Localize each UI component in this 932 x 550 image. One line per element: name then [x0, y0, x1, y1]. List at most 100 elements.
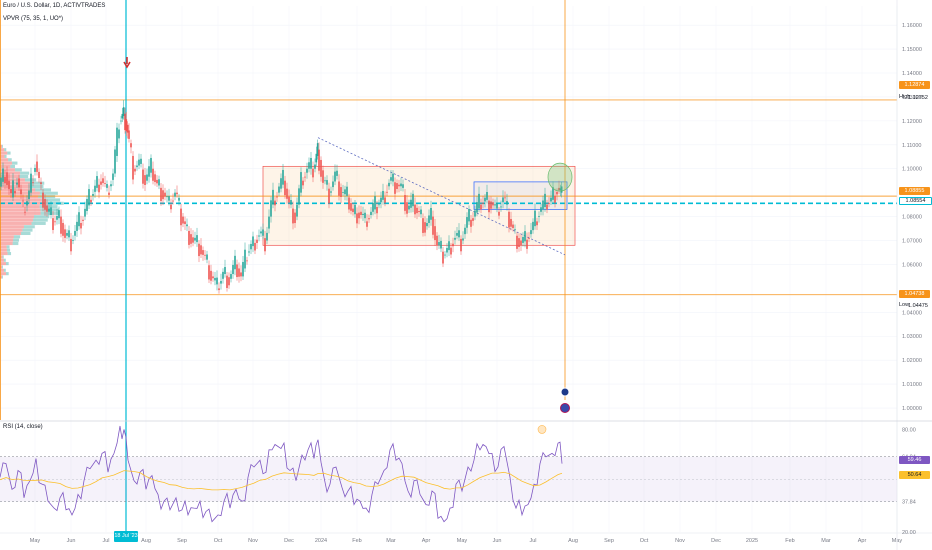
candle-up: [408, 205, 410, 210]
candle-down: [366, 221, 368, 227]
time-axis-label: May: [30, 538, 41, 544]
volume-bar-up: [2, 265, 3, 269]
candle-up: [372, 202, 374, 212]
time-axis-label: Apr: [422, 538, 431, 544]
candle-up: [230, 274, 232, 279]
rsi-indicator-label[interactable]: RSI (14, close): [3, 424, 43, 430]
candle-down: [304, 176, 306, 178]
time-axis-label: Oct: [640, 538, 649, 544]
volume-bar-down: [0, 174, 20, 179]
candle-down: [328, 188, 330, 204]
candle-up: [278, 186, 280, 193]
candle-down: [80, 222, 82, 229]
candle-down: [208, 265, 210, 280]
candle-down: [350, 203, 352, 211]
volume-bar-down: [0, 198, 42, 202]
event-marker-icon: [560, 387, 570, 397]
volume-bar-down: [0, 228, 23, 232]
candle-up: [66, 233, 68, 236]
candle-up: [552, 187, 554, 200]
candle-up: [390, 177, 392, 181]
price-axis-label: 1.06000: [902, 262, 922, 268]
candle-up: [290, 199, 292, 205]
red-down-arrow: [123, 57, 131, 69]
candle-down: [190, 234, 192, 244]
candle-up: [136, 165, 138, 168]
vpvr-indicator-label[interactable]: VPVR (75, 35, 1, UO*): [3, 16, 64, 22]
volume-bar-down: [0, 185, 30, 189]
volume-bar-down: [0, 215, 35, 219]
price-axis-label: 1.07000: [902, 239, 922, 245]
candle-down: [188, 230, 190, 245]
candle-down: [292, 208, 294, 224]
candle-down: [210, 270, 212, 281]
candle-down: [108, 192, 110, 195]
candle-up: [214, 277, 216, 281]
rsi-value-tag: 59.46: [899, 456, 930, 464]
candle-up: [272, 189, 274, 205]
candle-up: [84, 208, 86, 217]
time-axis-label: May: [457, 538, 468, 544]
time-axis-label: Sep: [177, 538, 187, 544]
low-label: Low: [899, 302, 910, 308]
time-axis-label: Sep: [604, 538, 614, 544]
candle-down: [130, 143, 132, 148]
candle-down: [10, 189, 12, 194]
horizontal-levels: [0, 0, 897, 533]
candle-up: [68, 230, 70, 238]
candle-down: [200, 245, 202, 255]
candle-up: [78, 212, 80, 227]
candle-down: [172, 200, 174, 202]
candle-up: [326, 180, 328, 185]
candle-up: [242, 261, 244, 277]
time-axis-label: Apr: [858, 538, 867, 544]
candle-down: [384, 197, 386, 203]
candle-down: [6, 172, 8, 186]
candle-down: [450, 247, 452, 255]
candle-down: [536, 221, 538, 226]
candle-down: [14, 191, 16, 194]
range-box: [262, 165, 576, 246]
candle-up: [524, 231, 526, 242]
volume-bar-down: [0, 225, 24, 229]
candle-up: [410, 199, 412, 208]
candle-down: [556, 191, 558, 195]
candle-down: [338, 181, 340, 196]
candle-up: [370, 211, 372, 215]
candle-up: [316, 143, 319, 156]
overlays: [123, 57, 573, 413]
candle-down: [90, 199, 92, 203]
candle-up: [332, 181, 334, 188]
candle-up: [112, 173, 114, 180]
candle-down: [70, 238, 72, 252]
candle-down: [414, 204, 416, 215]
candle-down: [236, 264, 238, 278]
time-axis-label: Mar: [386, 538, 396, 544]
candle-up: [342, 192, 344, 193]
candle-up: [522, 237, 524, 243]
candle-up: [378, 204, 380, 206]
candle-down: [548, 203, 550, 204]
candle-down: [212, 276, 214, 279]
candle-up: [58, 210, 60, 219]
candle-up: [86, 198, 88, 212]
high-price-tag: 1.12874: [899, 81, 930, 89]
candle-down: [422, 218, 424, 233]
candle-up: [448, 241, 450, 251]
volume-bar-up: [2, 144, 3, 148]
candle-down: [492, 202, 494, 206]
candle-up: [496, 203, 498, 209]
volume-bar-up: [6, 272, 9, 276]
candle-down: [240, 272, 242, 277]
candle-down: [170, 204, 172, 210]
candle-down: [288, 196, 290, 203]
candle-up: [174, 192, 176, 197]
volume-bar-down: [0, 144, 2, 148]
trend-line: [317, 137, 566, 256]
candle-down: [512, 224, 514, 228]
candle-down: [312, 168, 314, 178]
symbol-title[interactable]: Euro / U.S. Dollar, 1D, ACTIVTRADES: [3, 3, 106, 9]
candle-down: [284, 180, 286, 196]
